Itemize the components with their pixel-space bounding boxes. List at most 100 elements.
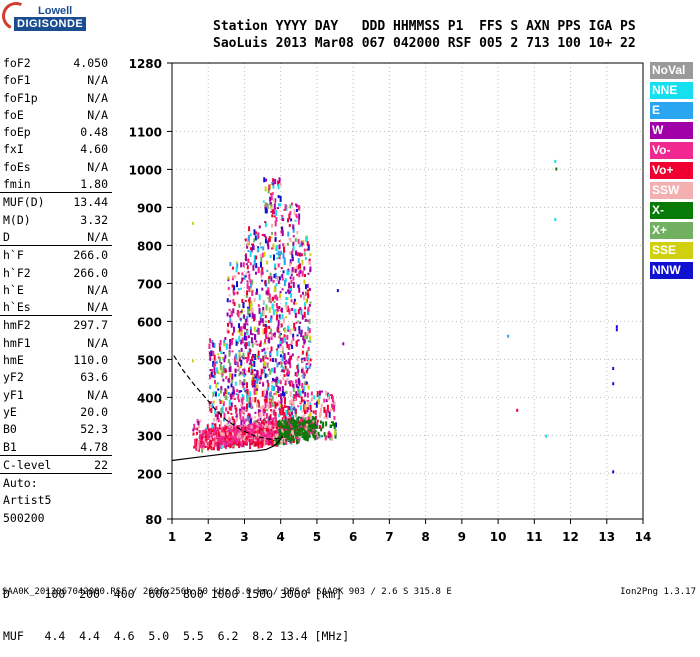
echo-point — [325, 409, 328, 413]
echo-point — [312, 423, 315, 427]
echo-point — [310, 391, 313, 396]
echo-point — [208, 435, 211, 439]
echo-point — [283, 356, 286, 360]
echo-point — [238, 390, 241, 394]
echo-point — [283, 360, 286, 364]
echo-point — [286, 422, 289, 426]
param-label: MUF(D) — [3, 195, 45, 210]
echo-point — [308, 287, 311, 291]
echo-point — [335, 422, 338, 428]
param-value: 4.78 — [80, 439, 108, 454]
echo-point — [273, 263, 276, 270]
echo-point — [235, 393, 238, 396]
echo-point — [274, 416, 277, 422]
echo-point — [284, 439, 287, 442]
echo-point — [247, 306, 250, 309]
echo-point — [301, 427, 304, 431]
echo-point — [268, 297, 271, 303]
param-separator — [0, 454, 112, 456]
echo-point — [244, 426, 247, 430]
muf-distance-row: D 100 200 400 600 800 1000 1500 3000 [km… — [3, 587, 343, 601]
echo-point — [281, 217, 284, 220]
profile-curves — [171, 355, 284, 462]
param-value: N/A — [87, 90, 108, 105]
echo-point — [216, 444, 219, 451]
echo-point — [293, 322, 296, 329]
echo-point — [284, 368, 287, 371]
echo-point — [247, 309, 250, 316]
echo-point — [294, 327, 297, 332]
echo-point — [241, 393, 244, 398]
param-row: foF1p N/A — [0, 89, 112, 106]
param-row: foEs N/A — [0, 158, 112, 175]
echo-point — [286, 416, 289, 420]
echo-point — [254, 334, 257, 341]
echo-point — [249, 262, 252, 266]
echo-point — [227, 411, 230, 415]
echo-point — [245, 335, 248, 341]
echo-point — [250, 422, 253, 426]
echo-point — [193, 427, 196, 430]
echo-point — [273, 273, 276, 278]
echo-point — [255, 355, 258, 358]
echo-point — [266, 392, 269, 395]
echo-point — [257, 377, 260, 381]
echo-point — [288, 426, 291, 430]
echo-point — [209, 338, 212, 344]
echo-point — [193, 423, 196, 429]
x-tick-label: 10 — [490, 530, 507, 544]
echo-point — [276, 277, 279, 282]
echo-point — [233, 426, 236, 430]
echo-point — [247, 355, 250, 361]
echo-point — [253, 238, 256, 243]
echo-point — [220, 439, 223, 443]
echo-point — [254, 354, 257, 361]
echo-point — [247, 238, 250, 245]
echo-point — [299, 294, 302, 298]
echo-point — [289, 399, 292, 405]
echo-point — [241, 355, 244, 358]
echo-point — [240, 347, 243, 352]
echo-point — [285, 304, 288, 311]
echo-point — [240, 428, 243, 432]
echo-point — [230, 403, 233, 406]
echo-point — [280, 361, 283, 364]
echo-point — [269, 255, 272, 259]
echo-point — [239, 365, 242, 369]
echo-point — [239, 371, 242, 375]
echo-point — [325, 398, 328, 402]
echo-point — [258, 434, 261, 438]
echo-point — [278, 406, 281, 409]
param-label: M(D) — [3, 212, 31, 227]
echo-point — [255, 424, 258, 428]
echo-point — [286, 344, 289, 349]
echo-point — [306, 283, 309, 288]
echo-point — [246, 357, 249, 364]
echo-point — [273, 215, 276, 218]
echo-point — [195, 438, 198, 441]
echo-point — [253, 369, 256, 372]
echo-point — [287, 325, 290, 330]
echo-point — [273, 286, 276, 292]
echo-point — [208, 351, 211, 355]
echo-point — [299, 430, 302, 434]
echo-point — [250, 416, 253, 421]
echo-point — [214, 413, 217, 417]
echo-point — [285, 297, 288, 301]
echo-point — [247, 249, 250, 252]
echo-point — [280, 323, 283, 328]
echo-point — [240, 326, 243, 332]
echo-point — [257, 399, 260, 406]
echo-point — [250, 399, 253, 403]
echo-point — [315, 401, 318, 408]
echo-point — [253, 255, 256, 262]
echo-point — [255, 426, 258, 430]
param-row: yF2 63.6 — [0, 368, 112, 385]
echo-point — [286, 305, 289, 311]
echo-point — [253, 388, 256, 395]
param-label: foF1p — [3, 90, 38, 105]
echo-point — [267, 382, 270, 388]
echo-point — [249, 308, 252, 314]
echo-point — [289, 204, 292, 209]
param-label: D — [3, 229, 10, 244]
